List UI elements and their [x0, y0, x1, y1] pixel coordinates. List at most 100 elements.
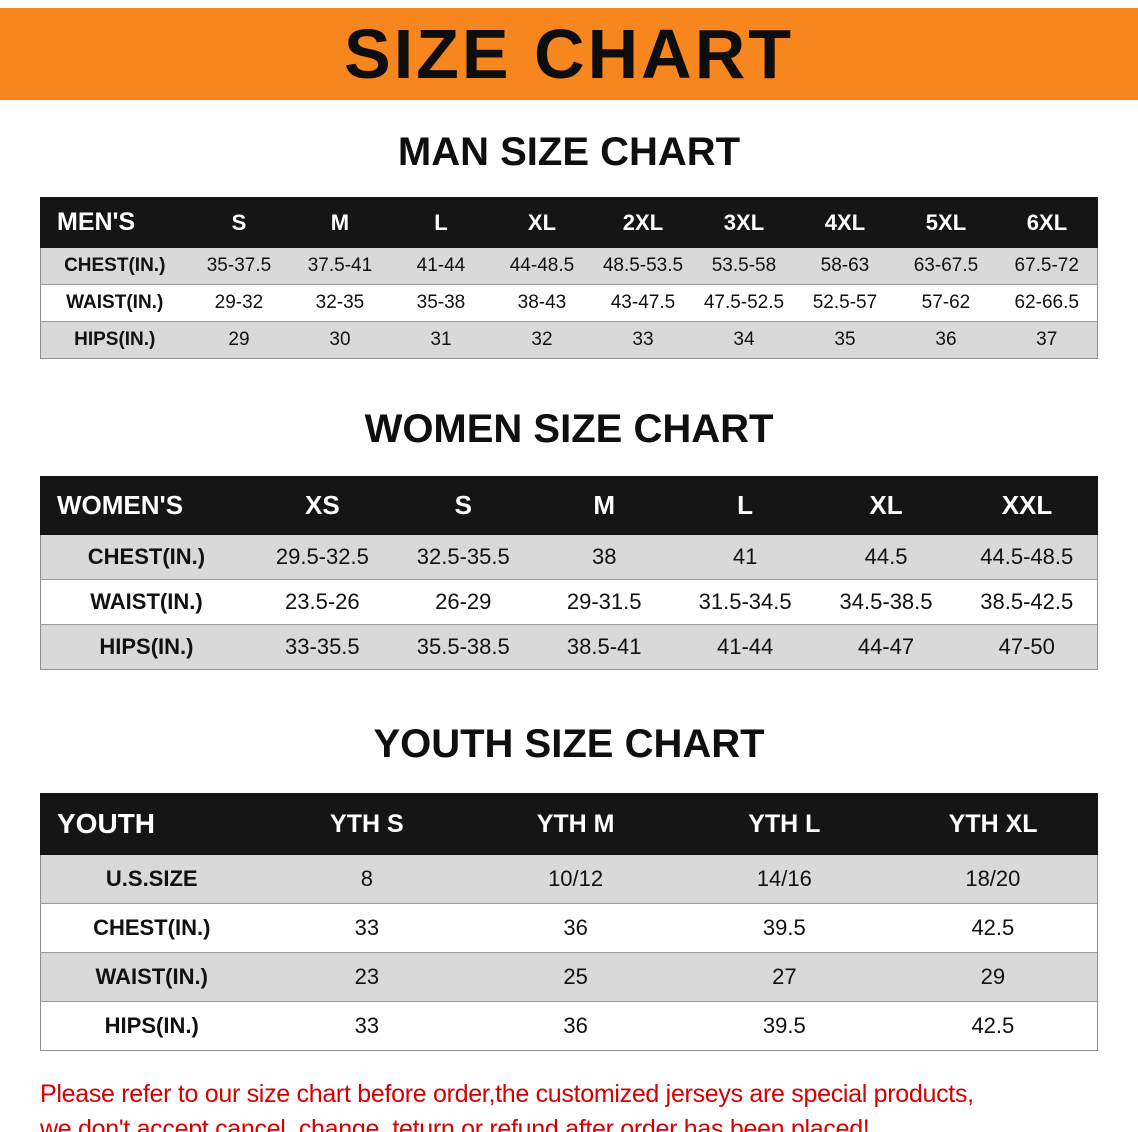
youth-size-section: YOUTH SIZE CHART YOUTH YTH S YTH M YTH L YTH…: [40, 722, 1098, 1051]
measurement-row: HIPS(IN.) 33 36 39.5 42.5: [40, 1001, 1098, 1051]
size-value: 10/12: [548, 866, 604, 891]
row-label: CHEST(IN.): [93, 915, 211, 940]
size-value: 42.5: [971, 915, 1015, 940]
women-size-table: WOMEN'S XS S M L XL XXL CHEST(IN.) 29.5-32.5 32.5…: [39, 476, 1098, 670]
size-column-header: XL: [815, 476, 957, 535]
size-value: 41-44: [416, 255, 466, 276]
size-value: 67.5-72: [1014, 255, 1079, 276]
row-label: HIPS(IN.): [74, 329, 156, 350]
row-label: WAIST(IN.): [90, 589, 203, 614]
size-value: 63-67.5: [913, 255, 979, 276]
size-value: 23: [354, 964, 380, 989]
measurement-row: HIPS(IN.) 33-35.5 35.5-38.5 38.5-41 41-44 44-…: [40, 624, 1098, 670]
size-value: 44.5-48.5: [980, 544, 1074, 569]
row-label: CHEST(IN.): [87, 544, 206, 569]
size-value: 41: [732, 544, 758, 569]
size-column-header: 2XL: [591, 197, 694, 248]
page-title: SIZE CHART: [344, 15, 794, 93]
size-column-header: 4XL: [793, 197, 896, 248]
row-label: WAIST(IN.): [66, 292, 164, 313]
row-label: HIPS(IN.): [104, 1013, 199, 1038]
size-value: 36: [563, 915, 588, 940]
size-value: 33: [632, 329, 654, 350]
size-value: 47.5-52.5: [703, 292, 785, 313]
size-column-header: XS: [251, 476, 394, 535]
title-banner: SIZE CHART: [0, 8, 1138, 100]
men-size-section: MAN SIZE CHART MEN'S S M L XL 2XL 3XL 4XL 5XL 6XL…: [40, 130, 1099, 359]
size-column-header: L: [674, 476, 817, 535]
youth-size-table: YOUTH YTH S YTH M YTH L YTH XL U.S.SIZE 8 10/12…: [40, 793, 1098, 1051]
size-value: 34.5-38.5: [839, 589, 933, 614]
size-value: 29-32: [214, 292, 264, 313]
size-value: 18/20: [965, 866, 1021, 891]
size-value: 41-44: [716, 634, 774, 659]
measurement-row: CHEST(IN.) 33 36 39.5 42.5: [40, 903, 1098, 953]
size-column-header: YTH M: [470, 793, 681, 855]
size-value: 33: [354, 1013, 380, 1038]
note-line-1: Please refer to our size chart before or…: [40, 1080, 974, 1108]
row-label: WAIST(IN.): [95, 964, 208, 989]
size-value: 39.5: [762, 915, 806, 940]
women-section-heading: WOMEN SIZE CHART: [364, 407, 774, 451]
size-value: 25: [563, 964, 588, 989]
size-column-header: 5XL: [894, 197, 997, 248]
size-value: 29: [980, 964, 1006, 989]
size-value: 35-37.5: [206, 255, 272, 276]
order-policy-note: Please refer to our size chart before or…: [0, 1051, 1138, 1132]
size-value: 29-31.5: [566, 589, 642, 614]
size-column-header: YTH L: [679, 793, 890, 855]
measurement-row: WAIST(IN.) 29-32 32-35 35-38 38-43 43-47.5 47.…: [40, 284, 1098, 322]
size-column-header: YTH S: [261, 793, 472, 855]
size-value: 35-38: [416, 292, 466, 313]
header-row: MEN'S S M L XL 2XL 3XL 4XL 5XL 6XL: [40, 197, 1099, 248]
men-size-table: MEN'S S M L XL 2XL 3XL 4XL 5XL 6XL CHEST(IN.) 35-37…: [40, 197, 1099, 359]
table-title-cell: YOUTH: [40, 793, 263, 855]
size-column-header: 6XL: [995, 197, 1099, 248]
size-column-header: L: [389, 197, 492, 248]
size-value: 8: [360, 866, 373, 891]
size-value: 36: [935, 329, 957, 350]
size-value: 42.5: [971, 1013, 1015, 1038]
size-value: 44-48.5: [509, 255, 575, 276]
size-value: 33-35.5: [285, 634, 360, 659]
size-value: 43-47.5: [610, 292, 676, 313]
size-value: 14/16: [756, 866, 812, 891]
row-label: U.S.SIZE: [105, 866, 198, 891]
row-label: HIPS(IN.): [99, 634, 194, 659]
size-value: 62-66.5: [1014, 292, 1079, 313]
size-value: 29: [228, 329, 250, 350]
size-value: 37.5-41: [307, 255, 373, 276]
size-value: 38-43: [517, 292, 567, 313]
size-value: 31.5-34.5: [698, 589, 792, 614]
row-label: CHEST(IN.): [64, 255, 166, 276]
size-value: 48.5-53.5: [602, 255, 684, 276]
measurement-row: HIPS(IN.) 29 30 31 32 33 34 35 36 37: [40, 321, 1098, 359]
size-column-header: M: [288, 197, 391, 248]
size-column-header: XXL: [956, 476, 1098, 535]
size-value: 39.5: [762, 1013, 806, 1038]
size-value: 31: [430, 329, 452, 350]
size-value: 38.5-41: [566, 634, 642, 659]
size-value: 36: [563, 1013, 588, 1038]
size-value: 34: [733, 329, 755, 350]
size-value: 38: [591, 544, 617, 569]
size-value: 32: [531, 329, 553, 350]
size-value: 23.5-26: [285, 589, 360, 614]
size-value: 30: [329, 329, 351, 350]
size-column-header: M: [533, 476, 676, 535]
size-value: 57-62: [921, 292, 971, 313]
measurement-row: WAIST(IN.) 23 25 27 29: [40, 952, 1098, 1002]
size-value: 53.5-58: [711, 255, 777, 276]
header-row: YOUTH YTH S YTH M YTH L YTH XL: [40, 793, 1098, 855]
size-column-header: 3XL: [692, 197, 795, 248]
size-column-header: XL: [490, 197, 593, 248]
men-section-heading: MAN SIZE CHART: [397, 130, 741, 174]
size-value: 33: [354, 915, 380, 940]
table-title-cell: MEN'S: [40, 197, 189, 248]
size-value: 38.5-42.5: [980, 589, 1074, 614]
size-value: 58-63: [820, 255, 870, 276]
size-value: 44-47: [857, 634, 915, 659]
size-value: 44.5: [864, 544, 908, 569]
measurement-row: CHEST(IN.) 29.5-32.5 32.5-35.5 38 41 44.5 44.5…: [40, 534, 1098, 580]
